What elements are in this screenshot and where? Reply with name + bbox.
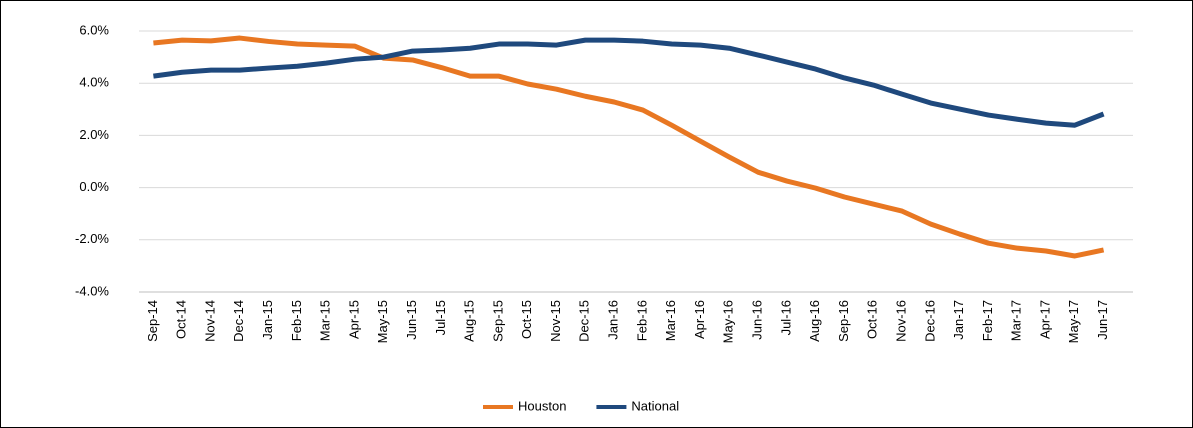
x-tick-label: Feb-17	[980, 300, 995, 341]
x-tick-label: Jun-16	[750, 300, 765, 340]
x-tick-label: Nov-15	[548, 300, 563, 342]
x-tick-label: Feb-16	[634, 300, 649, 341]
y-tick-label: 6.0%	[79, 22, 109, 37]
x-tick-label: Sep-15	[490, 300, 505, 342]
x-tick-label: May-16	[721, 300, 736, 343]
legend-label: National	[631, 398, 679, 413]
line-series	[153, 35, 1105, 259]
x-tick-label: May-15	[375, 300, 390, 343]
x-tick-label: Mar-16	[663, 300, 678, 341]
x-tick-label: Jan-16	[606, 300, 621, 340]
line-series	[153, 37, 1105, 128]
x-tick-label: Oct-15	[519, 300, 534, 339]
x-tick-label: Apr-16	[692, 300, 707, 339]
x-tick-label: Dec-16	[922, 300, 937, 342]
x-tick-label: Jul-16	[778, 300, 793, 335]
x-tick-label: Oct-14	[174, 300, 189, 339]
x-tick-label: Mar-17	[1009, 300, 1024, 341]
x-tick-label: Jul-15	[433, 300, 448, 335]
legend-label: Houston	[518, 398, 566, 413]
y-tick-label: 4.0%	[79, 75, 109, 90]
x-tick-label: Jun-17	[1095, 300, 1110, 340]
x-tick-label: Aug-15	[462, 300, 477, 342]
y-tick-label: -4.0%	[75, 283, 109, 298]
x-tick-label: Aug-16	[807, 300, 822, 342]
y-tick-label: 2.0%	[79, 127, 109, 142]
x-tick-label: Apr-15	[346, 300, 361, 339]
x-tick-label: May-17	[1066, 300, 1081, 343]
x-tick-label: Jan-15	[260, 300, 275, 340]
y-tick-label: 0.0%	[79, 179, 109, 194]
x-tick-label: Oct-16	[865, 300, 880, 339]
x-tick-label: Sep-14	[145, 300, 160, 342]
x-tick-label: Nov-16	[893, 300, 908, 342]
x-tick-label: Jan-17	[951, 300, 966, 340]
x-tick-label: Dec-15	[577, 300, 592, 342]
x-tick-label: Nov-14	[202, 300, 217, 342]
x-tick-label: Mar-15	[318, 300, 333, 341]
x-tick-label: Dec-14	[231, 300, 246, 342]
y-tick-label: -2.0%	[75, 231, 109, 246]
x-tick-label: Jun-15	[404, 300, 419, 340]
x-tick-label: Apr-17	[1037, 300, 1052, 339]
x-tick-label: Feb-15	[289, 300, 304, 341]
x-tick-label: Sep-16	[836, 300, 851, 342]
